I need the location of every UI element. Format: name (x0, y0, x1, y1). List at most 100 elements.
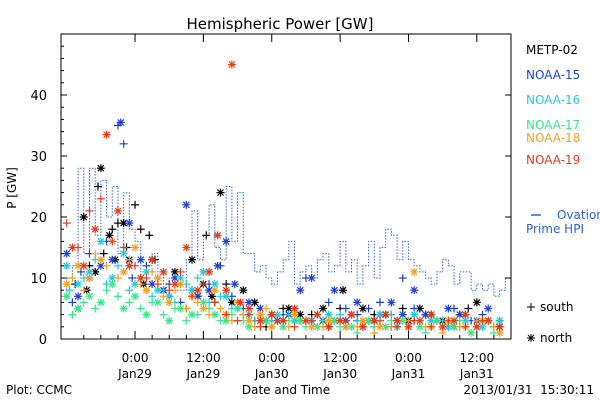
north-marker-noaa-17 (432, 316, 441, 325)
y-axis-label: P [GW] (5, 167, 19, 209)
south-marker-noaa-15 (68, 298, 77, 307)
north-marker-noaa-16 (324, 310, 333, 319)
x-tick-date: Jan31 (459, 367, 494, 381)
south-marker-noaa-19 (153, 280, 162, 289)
south-marker-noaa-17 (182, 316, 191, 325)
north-marker-noaa-15 (387, 298, 396, 307)
north-marker-noaa-19 (102, 130, 111, 139)
north-marker-noaa-17 (467, 328, 476, 337)
x-tick-time: 0:00 (122, 351, 149, 365)
north-marker-noaa-18 (267, 322, 276, 331)
south-marker-noaa-17 (102, 286, 111, 295)
north-marker-noaa-18 (85, 274, 94, 282)
north-marker-noaa-15 (116, 118, 125, 127)
south-marker-metp-02 (99, 249, 108, 258)
north-marker-noaa-15 (410, 286, 419, 295)
north-marker-metp-02 (79, 213, 88, 221)
north-marker-noaa-17 (96, 298, 105, 307)
x-axis-label: Date and Time (242, 383, 330, 397)
north-marker-metp-02 (319, 304, 328, 313)
x-tick-date: Jan30 (322, 367, 357, 381)
south-marker-metp-02 (94, 182, 103, 191)
x-tick-date: Jan31 (391, 367, 426, 381)
north-marker-noaa-15 (296, 286, 305, 295)
north-marker-noaa-19 (301, 316, 310, 325)
y-tick-label: 0 (39, 333, 47, 348)
south-marker-noaa-19 (165, 286, 174, 295)
north-marker-noaa-17 (210, 310, 219, 319)
south-marker-noaa-16 (113, 261, 122, 270)
north-marker-noaa-19 (159, 267, 168, 276)
north-marker-noaa-19 (450, 316, 459, 325)
north-marker-noaa-17 (119, 304, 128, 313)
north-marker-noaa-19 (244, 304, 253, 313)
x-tick-date: Jan29 (117, 367, 152, 381)
legend-item-noaa-17: NOAA-17 (526, 118, 580, 132)
north-marker-noaa-18 (410, 267, 419, 276)
north-marker-noaa-15 (222, 237, 231, 246)
south-marker-noaa-18 (159, 292, 168, 301)
north-marker-noaa-15 (330, 286, 339, 295)
south-marker-noaa-16 (193, 274, 202, 282)
chart-title: Hemispheric Power [GW] (187, 15, 374, 33)
south-marker-metp-02 (131, 200, 140, 209)
north-marker-noaa-18 (131, 243, 140, 252)
south-marker-noaa-19 (176, 267, 185, 276)
north-marker-noaa-19 (393, 316, 402, 325)
south-marker-metp-02 (145, 231, 154, 240)
north-marker-noaa-17 (415, 322, 424, 331)
south-marker-noaa-19 (199, 280, 208, 289)
south-marker-noaa-18 (79, 286, 88, 295)
north-marker-noaa-15 (307, 274, 316, 282)
north-marker-noaa-19 (438, 322, 447, 331)
footer-plot-source: Plot: CCMC (6, 383, 72, 397)
north-marker-noaa-18 (165, 298, 174, 307)
north-marker-noaa-19 (415, 316, 424, 325)
legend-item-metp-02: METP-02 (526, 43, 578, 57)
north-marker-noaa-17 (165, 316, 174, 325)
south-marker-noaa-17 (159, 310, 168, 319)
north-marker-noaa-15 (108, 255, 117, 264)
north-marker-noaa-19 (495, 322, 504, 331)
north-marker-noaa-19 (313, 310, 322, 319)
x-tick-time: 12:00 (460, 351, 495, 365)
north-marker-noaa-19 (227, 60, 236, 69)
north-marker-noaa-18 (119, 267, 128, 276)
north-marker-noaa-19 (347, 310, 356, 319)
north-marker-noaa-16 (210, 280, 219, 289)
legend-item-noaa-16: NOAA-16 (526, 93, 580, 107)
south-marker-noaa-19 (108, 237, 117, 246)
north-marker-noaa-15 (444, 304, 453, 313)
y-tick-label: 30 (30, 150, 47, 165)
south-marker-noaa-17 (79, 298, 88, 307)
north-marker-metp-02 (338, 286, 347, 295)
south-marker-noaa-15 (398, 274, 407, 282)
north-marker-noaa-15 (353, 298, 362, 307)
north-marker-noaa-17 (296, 316, 305, 325)
north-marker-metp-02 (207, 292, 216, 301)
south-marker-noaa-18 (68, 274, 77, 282)
north-marker-noaa-16 (108, 274, 117, 282)
north-marker-noaa-15 (74, 292, 83, 301)
north-marker-noaa-19 (279, 316, 288, 325)
north-marker-noaa-19 (136, 274, 145, 282)
south-marker-noaa-15 (76, 267, 85, 276)
south-marker-noaa-16 (65, 286, 74, 295)
plot-frame (60, 33, 512, 340)
north-marker-noaa-15 (213, 261, 222, 270)
north-marker-noaa-17 (188, 310, 197, 319)
north-marker-noaa-18 (142, 286, 151, 295)
south-marker-noaa-19 (188, 292, 197, 301)
north-marker-noaa-19 (461, 310, 470, 319)
north-marker-noaa-16 (62, 261, 71, 270)
north-marker-metp-02 (96, 164, 105, 173)
x-tick-time: 12:00 (323, 351, 358, 365)
north-marker-noaa-17 (142, 310, 151, 319)
x-tick-time: 0:00 (258, 351, 285, 365)
ovation-hpi-path (61, 167, 511, 297)
north-marker-noaa-15 (125, 219, 134, 228)
south-marker-noaa-19 (119, 243, 128, 252)
north-marker-noaa-19 (170, 280, 179, 289)
north-marker-noaa-16 (96, 237, 105, 246)
ovation-hpi-line (61, 167, 511, 297)
